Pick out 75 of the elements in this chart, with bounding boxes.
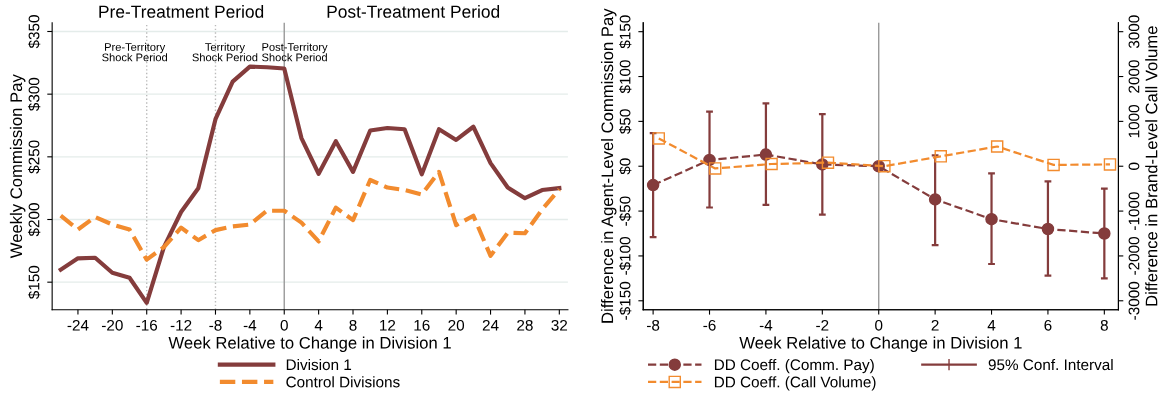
x-tick-label: 24 [482, 319, 499, 331]
point [1098, 227, 1111, 240]
annotation: Territory Shock Period [192, 42, 258, 62]
y-tick-label: $150 [27, 265, 41, 299]
text: Pre-Treatment Period [99, 5, 264, 18]
x-tick-label: -4 [243, 320, 257, 331]
x-tick-label: 20 [448, 319, 465, 331]
y2-tick-label: -3000 [1128, 281, 1140, 320]
legend-label: DD Coeff. (Call Volume) [714, 376, 876, 391]
x-tick-label: 12 [380, 319, 396, 331]
point [928, 193, 942, 206]
x-tick-label: -2 [816, 319, 829, 331]
y-tick-label: -$100 [619, 236, 632, 275]
point [759, 148, 773, 161]
annotation: Post-Territory Shock Period [262, 42, 328, 62]
y-axis-title: Weekly Commission Pay [9, 74, 26, 259]
point [878, 159, 891, 173]
y2-tick-label: -2000 [1128, 236, 1140, 275]
point [1047, 158, 1060, 172]
x-tick-label: 4 [987, 320, 996, 331]
point [821, 156, 835, 169]
legend-label: Division 1 [286, 358, 352, 371]
y2-tick-label: -1000 [1128, 192, 1140, 230]
x-tick-label: 4 [314, 320, 323, 331]
point [652, 132, 666, 145]
x-tick-label: 0 [875, 319, 883, 331]
x-tick-label: 28 [517, 319, 533, 331]
point [1103, 158, 1117, 171]
x-tick-label: 0 [280, 319, 288, 331]
annotation: Pre-Territory Shock Period [102, 42, 167, 62]
y-tick-label: -$50 [619, 196, 632, 226]
y2-tick-label: 0 [1128, 162, 1140, 170]
y-tick-label: $350 [27, 15, 41, 49]
y2-tick-label: 3000 [1128, 15, 1140, 49]
point [934, 150, 948, 163]
y-tick-label: $200 [27, 203, 41, 237]
y-tick-label: -$150 [619, 281, 632, 320]
y2-tick-label: 1000 [1128, 104, 1140, 138]
x-tick-label: -20 [101, 319, 123, 331]
text: Post-Treatment Period [327, 5, 500, 18]
x-tick-label: 2 [931, 319, 939, 331]
x-tick-label: -24 [67, 319, 89, 331]
x-tick-label: -6 [703, 319, 716, 331]
x-tick-label: 8 [1100, 319, 1108, 331]
y2-tick-label: 2000 [1128, 60, 1140, 93]
legend-label: DD Coeff. (Comm. Pay) [714, 358, 874, 374]
x-tick-label: -16 [136, 319, 158, 331]
point [985, 212, 998, 226]
y2-axis-title: Difference in Brand-Level Call Volume [1145, 26, 1158, 306]
point [1041, 222, 1055, 236]
x-tick-label: -12 [170, 319, 192, 331]
y-tick-label: $250 [27, 140, 41, 174]
y-tick-label: $150 [619, 15, 632, 49]
x-tick-label: 16 [414, 319, 430, 331]
legend-label: Control Divisions [286, 376, 400, 388]
text: 95% Conf. Interval [988, 358, 1113, 371]
point [990, 140, 1004, 153]
line-series [58, 169, 562, 262]
x-tick-label: 32 [551, 319, 568, 331]
x-tick-label: 8 [349, 319, 357, 331]
x-tick-label: -4 [759, 320, 773, 331]
x-axis-title: Week Relative to Change in Division 1 [168, 336, 451, 353]
point [646, 178, 660, 192]
line-series [58, 64, 562, 305]
x-axis-title: Week Relative to Change in Division 1 [739, 336, 1022, 353]
x-tick-label: 6 [1044, 319, 1052, 331]
x-tick-label: -8 [209, 319, 222, 331]
y-tick-label: $50 [619, 109, 632, 134]
point [765, 157, 778, 171]
point [708, 162, 722, 175]
y-tick-label: $100 [619, 60, 632, 94]
y-axis-title: Difference in Agent-Level Commission Pay [600, 8, 617, 323]
x-tick-label: -8 [647, 319, 660, 331]
y-tick-label: $0 [619, 158, 632, 175]
y-tick-label: $300 [27, 77, 41, 111]
